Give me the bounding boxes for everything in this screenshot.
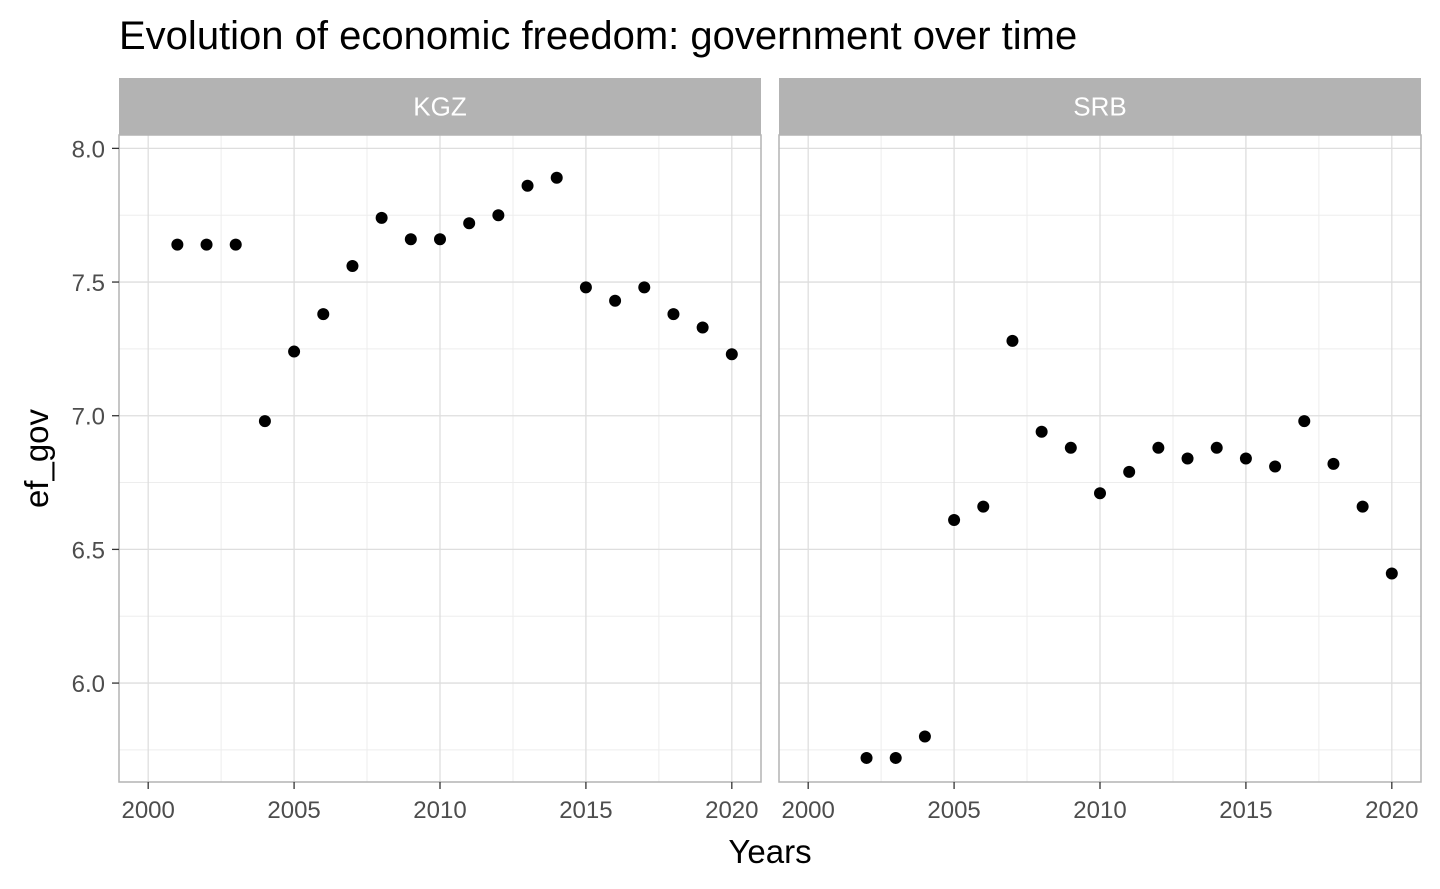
facet-panel-srb: SRB 2000 2005 2010 2015 2020 xyxy=(778,78,1422,824)
data-point xyxy=(977,500,990,513)
data-point xyxy=(725,348,738,361)
y-tick-label: 7.5 xyxy=(72,270,105,297)
data-point xyxy=(1035,425,1048,438)
data-point xyxy=(258,415,271,428)
data-point xyxy=(579,281,592,294)
data-point xyxy=(667,308,680,321)
data-point xyxy=(1181,452,1194,465)
data-point xyxy=(434,233,446,246)
facet-strip-label: SRB xyxy=(1073,92,1126,122)
facet-strip xyxy=(119,78,761,135)
data-point xyxy=(948,513,961,526)
data-point xyxy=(1298,415,1311,428)
x-tick-label: 2015 xyxy=(559,797,612,824)
y-tick-label: 8.0 xyxy=(72,136,105,163)
x-tick-label: 2015 xyxy=(1219,797,1272,824)
data-point xyxy=(1356,500,1369,513)
data-point xyxy=(1064,441,1077,454)
data-point xyxy=(696,321,709,334)
data-point xyxy=(404,233,417,246)
data-point xyxy=(375,211,388,224)
data-point xyxy=(200,238,213,251)
data-point xyxy=(918,730,931,743)
data-point xyxy=(1269,460,1282,473)
x-tick-label: 2000 xyxy=(781,797,834,824)
data-point xyxy=(1123,465,1136,478)
data-point xyxy=(1094,487,1106,500)
data-point xyxy=(860,751,873,764)
data-point xyxy=(1385,567,1398,580)
y-tick-label: 6.0 xyxy=(72,671,105,698)
x-tick-label: 2010 xyxy=(1073,797,1126,824)
data-point xyxy=(889,751,902,764)
data-point xyxy=(1006,334,1019,347)
data-point xyxy=(521,179,534,192)
data-point xyxy=(317,308,330,321)
data-point xyxy=(609,294,622,307)
y-tick-label: 7.0 xyxy=(72,404,105,431)
x-tick-label: 2020 xyxy=(1365,797,1418,824)
data-point xyxy=(1327,457,1340,470)
facet-strip-label: KGZ xyxy=(413,92,467,122)
x-axis-title: Years xyxy=(728,833,811,870)
data-point xyxy=(638,281,651,294)
data-point xyxy=(492,209,505,222)
data-point xyxy=(1239,452,1252,465)
chart-title: Evolution of economic freedom: governmen… xyxy=(119,14,1078,58)
data-point xyxy=(288,345,301,358)
data-point xyxy=(171,238,184,251)
data-point xyxy=(463,217,476,230)
y-axis-title: ef_gov xyxy=(18,408,55,508)
x-tick-label: 2010 xyxy=(413,797,466,824)
data-point xyxy=(346,260,359,273)
data-point xyxy=(1210,441,1223,454)
x-tick-label: 2000 xyxy=(121,797,174,824)
x-tick-label: 2005 xyxy=(927,797,980,824)
facet-panel-kgz: KGZ 2000 2005 2010 2015 2020 xyxy=(118,78,762,824)
x-tick-label: 2020 xyxy=(705,797,758,824)
facet-strip xyxy=(779,78,1421,135)
x-tick-label: 2005 xyxy=(267,797,320,824)
data-point xyxy=(1152,441,1165,454)
y-tick-label: 6.5 xyxy=(72,537,105,564)
data-point xyxy=(229,238,242,251)
data-point xyxy=(550,171,563,184)
